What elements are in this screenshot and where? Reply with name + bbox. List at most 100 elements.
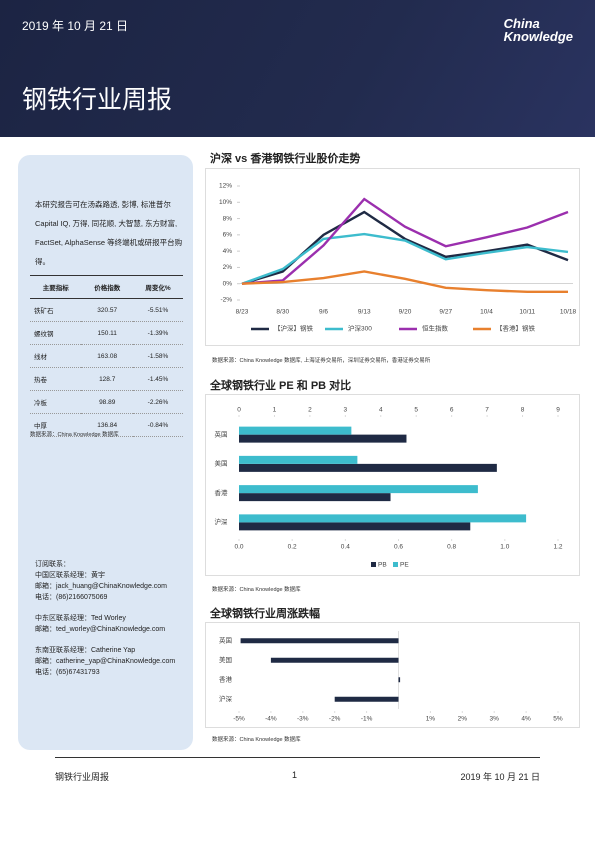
table-row: 铁矿石 320.57 -5.51% <box>30 298 183 322</box>
series-line <box>241 197 569 285</box>
legend-label: PE <box>400 562 409 569</box>
x-tick-label: 1% <box>426 716 436 723</box>
footer-title: 钢铁行业周报 <box>55 772 110 782</box>
cell: -2.26% <box>132 390 183 414</box>
x-tick-label: 1.0 <box>500 544 509 551</box>
source: 数据来源：China Knowledge 数据库 <box>212 737 301 743</box>
cell: 冷板 <box>30 390 82 414</box>
y-tick-label: 10% <box>219 199 232 206</box>
x2-tick-label: 2 <box>308 407 312 414</box>
x-tick-label: 9/27 <box>439 309 452 316</box>
x-tick-label: 4% <box>521 716 531 723</box>
x2-tick-label: 4 <box>379 407 383 414</box>
x-tick-label: -2% <box>329 716 341 723</box>
x-tick-label: 8/23 <box>236 309 249 316</box>
bar <box>239 485 478 494</box>
cell: 163.08 <box>81 344 133 368</box>
contact-block: 中东区联系经理：Ted Worley 邮箱：ted_worley@ChinaKno… <box>35 613 175 635</box>
table-row: 中厚 136.84 -0.84% <box>30 413 183 437</box>
bar <box>239 514 527 523</box>
category-label: 沪深 <box>215 517 229 526</box>
legend-label: 沪深300 <box>348 324 372 333</box>
y-tick-label: 8% <box>223 215 233 222</box>
contact-line: 邮箱：jack_huang@ChinaKnowledge.com <box>35 583 168 590</box>
category-label: 英国 <box>219 635 232 644</box>
logo-line: Knowledge <box>503 29 573 44</box>
x-tick-label: -3% <box>297 716 309 723</box>
cell: 98.89 <box>81 390 133 414</box>
cell: 136.84 <box>81 413 133 437</box>
x-tick-label: 0.6 <box>394 544 403 551</box>
cell: -1.45% <box>132 367 183 391</box>
y-tick-label: 2% <box>223 264 233 271</box>
category-label: 美国 <box>219 655 232 664</box>
column-header: 价格指数 <box>81 275 133 299</box>
bar <box>239 522 471 531</box>
x2-tick-label: 6 <box>450 407 454 414</box>
header: 2019 年 10 月 21 日 China Knowledge 钢铁行业周报 <box>0 0 595 137</box>
x-tick-label: 1.2 <box>553 544 562 551</box>
column-header: 周变化% <box>132 275 183 299</box>
bar <box>239 493 391 502</box>
cell: 中厚 <box>30 413 82 437</box>
x-tick-label: -4% <box>265 716 277 723</box>
x-tick-label: -1% <box>361 716 373 723</box>
page-number: 1 <box>292 770 298 780</box>
bar <box>398 677 401 683</box>
category-label: 香港 <box>219 674 233 683</box>
chart-title: 全球钢铁行业 PE 和 PB 对比 <box>210 380 352 392</box>
cell: 150.11 <box>81 321 133 345</box>
bar <box>239 463 497 472</box>
index-table: 主要指标 价格指数 周变化% 铁矿石 320.57 -5.51% 螺纹钢 150.11 -1.3… <box>30 275 183 437</box>
contacts: 订阅联系： 中国区联系经理：黄宇 邮箱：jack_huang@ChinaKnowle… <box>35 559 175 688</box>
table-row: 螺纹钢 150.11 -1.39% <box>30 321 183 345</box>
legend-swatch <box>393 562 398 567</box>
chart-title: 沪深 vs 香港钢铁行业股价走势 <box>210 153 361 165</box>
chart-title: 全球钢铁行业周涨跌幅 <box>210 608 320 620</box>
x2-tick-label: 3 <box>344 407 348 414</box>
bar <box>239 455 358 464</box>
contact-line: 电话：(65)67431793 <box>35 669 100 676</box>
x-tick-label: 5% <box>553 716 563 723</box>
x-tick-label: 0.4 <box>341 544 350 551</box>
table-row: 冷板 98.89 -2.26% <box>30 390 183 414</box>
bar <box>239 426 352 435</box>
x-tick-label: 9/20 <box>399 309 412 316</box>
x2-tick-label: 7 <box>485 407 489 414</box>
x-tick-label: 9/13 <box>358 309 371 316</box>
contact-line: 东南亚联系经理：Catherine Yap <box>35 647 136 654</box>
contact-block: 东南亚联系经理：Catherine Yap 邮箱：catherine_yap@Ch… <box>35 645 175 678</box>
x2-tick-label: 9 <box>556 407 560 414</box>
series-line <box>241 270 568 294</box>
category-label: 沪深 <box>219 694 233 703</box>
bar <box>240 638 399 644</box>
legend-swatch <box>371 562 376 567</box>
category-label: 英国 <box>215 429 228 438</box>
source: 数据来源：China Knowledge 数据库 <box>30 432 119 438</box>
date: 2019 年 10 月 21 日 <box>22 19 129 33</box>
x-tick-label: 10/11 <box>519 309 535 316</box>
x-tick-label: 10/4 <box>480 309 493 316</box>
y-tick-label: 0% <box>223 280 233 287</box>
y-tick-label: 12% <box>219 183 232 190</box>
chart: -2% 0% 2% 4% 6% 8% 10% 12% 8/23 8/30 9/6 9/13 9/20 9/… <box>205 168 580 346</box>
contact-block: 订阅联系： 中国区联系经理：黄宇 邮箱：jack_huang@ChinaKnowle… <box>35 559 175 603</box>
category-label: 美国 <box>215 459 228 468</box>
cell: -5.51% <box>132 298 183 322</box>
contact-line: 电话：(86)2166075069 <box>35 594 108 601</box>
logo-line: China <box>503 16 540 31</box>
cell: -0.84% <box>132 413 183 437</box>
x2-tick-label: 1 <box>273 407 277 414</box>
x-tick-label: 3% <box>489 716 499 723</box>
intro: 本研究报告可在汤森路透, 彭博, 标准普尔 Capital IQ, 万得, 同花… <box>35 200 183 266</box>
series-line <box>241 232 569 285</box>
x-tick-label: 2% <box>458 716 468 723</box>
cell: -1.58% <box>132 344 183 368</box>
contact-line: 邮箱：catherine_yap@ChinaKnowledge.com <box>35 658 176 665</box>
footer-date: 2019 年 10 月 21 日 <box>460 772 540 782</box>
cell: 128.7 <box>81 367 133 391</box>
sidebar: 本研究报告可在汤森路透, 彭博, 标准普尔 Capital IQ, 万得, 同花… <box>18 155 193 750</box>
table-header: 主要指标 价格指数 周变化% <box>30 275 183 299</box>
